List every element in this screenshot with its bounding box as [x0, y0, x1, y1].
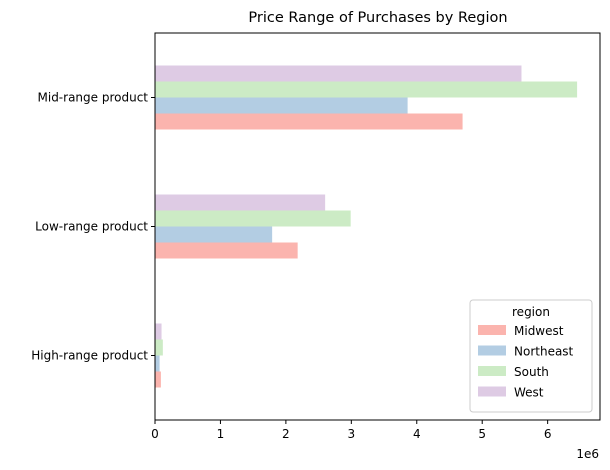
bar-south — [155, 210, 351, 227]
x-tick-label: 5 — [478, 427, 486, 441]
legend-swatch-midwest — [478, 325, 506, 335]
x-tick-label: 2 — [282, 427, 290, 441]
x-tick-label: 3 — [348, 427, 356, 441]
bar-midwest — [155, 371, 161, 388]
bar-midwest — [155, 113, 463, 130]
legend-label-midwest: Midwest — [514, 324, 564, 338]
legend-swatch-northeast — [478, 345, 506, 356]
x-tick-label: 4 — [413, 427, 421, 441]
legend-swatch-south — [478, 366, 506, 376]
legend-label-west: West — [514, 386, 544, 400]
bar-south — [155, 339, 163, 356]
bar-northeast — [155, 355, 160, 372]
x-tick-label: 1 — [217, 427, 225, 441]
bar-west — [155, 194, 326, 211]
bar-west — [155, 65, 522, 82]
legend-swatch-west — [478, 386, 506, 397]
chart-title: Price Range of Purchases by Region — [248, 10, 507, 26]
bar-west — [155, 323, 162, 340]
y-tick-label: Mid-range product — [38, 91, 149, 105]
legend-label-northeast: Northeast — [514, 345, 574, 359]
x-tick-label: 6 — [544, 427, 552, 441]
y-tick-label: High-range product — [31, 349, 148, 363]
legend-label-south: South — [514, 365, 549, 379]
y-tick-label: Low-range product — [35, 220, 148, 234]
bar-northeast — [155, 226, 273, 243]
x-scale-label: 1e6 — [576, 447, 599, 461]
legend: region Midwest Northeast South West — [469, 299, 593, 413]
bar-northeast — [155, 97, 408, 114]
x-tick-label: 0 — [151, 427, 159, 441]
bar-midwest — [155, 242, 298, 259]
legend-title: region — [512, 305, 550, 319]
bar-south — [155, 81, 578, 98]
